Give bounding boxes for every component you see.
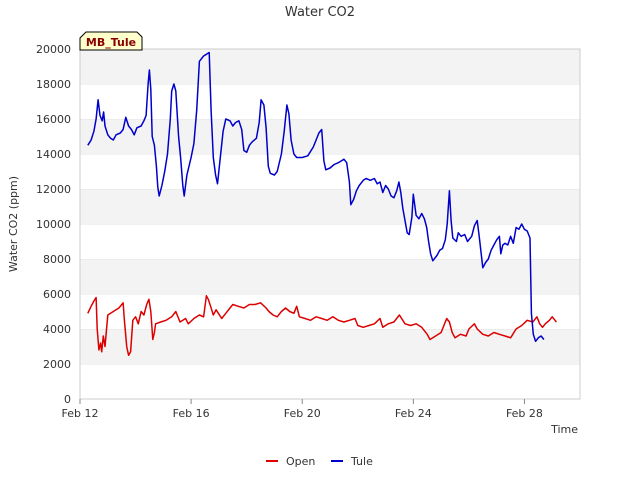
site-label-box bbox=[79, 31, 143, 51]
grid-band bbox=[80, 294, 580, 329]
y-tick-label: 20000 bbox=[36, 43, 71, 56]
grid-band bbox=[80, 189, 580, 224]
y-tick-label: 2000 bbox=[43, 358, 71, 371]
series-line-tule bbox=[87, 51, 545, 343]
x-tick-label: Feb 12 bbox=[62, 407, 99, 420]
grid-band bbox=[80, 154, 580, 189]
series-lines bbox=[87, 51, 557, 357]
chart-title: Water CO2 bbox=[285, 5, 355, 20]
x-axis: Feb 12 Feb 16 Feb 20 Feb 24 Feb 28 bbox=[62, 399, 543, 420]
plot-area-border bbox=[79, 48, 581, 400]
y-tick-label: 12000 bbox=[36, 183, 71, 196]
legend: Open Tule bbox=[266, 455, 373, 468]
grid-band bbox=[80, 329, 580, 364]
y-axis-label: Water CO2 (ppm) bbox=[7, 176, 20, 272]
y-axis: 0 2000 4000 6000 8000 10000 12000 14000 16000 180… bbox=[36, 43, 71, 406]
x-axis-label: Time bbox=[550, 423, 578, 436]
x-tick-label: Feb 24 bbox=[395, 407, 432, 420]
y-tick-label: 16000 bbox=[36, 113, 71, 126]
x-tick-label: Feb 28 bbox=[506, 407, 543, 420]
grid-band bbox=[80, 84, 580, 119]
y-tick-label: 0 bbox=[64, 393, 71, 406]
grid-band bbox=[80, 364, 580, 399]
y-tick-label: 4000 bbox=[43, 323, 71, 336]
grid-band bbox=[80, 224, 580, 259]
grid-band bbox=[80, 119, 580, 154]
y-tick-label: 6000 bbox=[43, 288, 71, 301]
legend-label-tule: Tule bbox=[350, 455, 373, 468]
grid-band bbox=[80, 49, 580, 84]
y-tick-label: 8000 bbox=[43, 253, 71, 266]
y-tick-label: 18000 bbox=[36, 78, 71, 91]
grid-band bbox=[80, 259, 580, 294]
site-label-badge: MB_Tule bbox=[79, 31, 143, 51]
site-label-text: MB_Tule bbox=[86, 36, 136, 49]
y-tick-label: 14000 bbox=[36, 148, 71, 161]
grid-bands bbox=[80, 48, 580, 399]
legend-label-open: Open bbox=[286, 455, 315, 468]
series-line-open bbox=[87, 295, 557, 357]
y-tick-label: 10000 bbox=[36, 218, 71, 231]
x-tick-label: Feb 20 bbox=[284, 407, 321, 420]
x-tick-label: Feb 16 bbox=[173, 407, 210, 420]
